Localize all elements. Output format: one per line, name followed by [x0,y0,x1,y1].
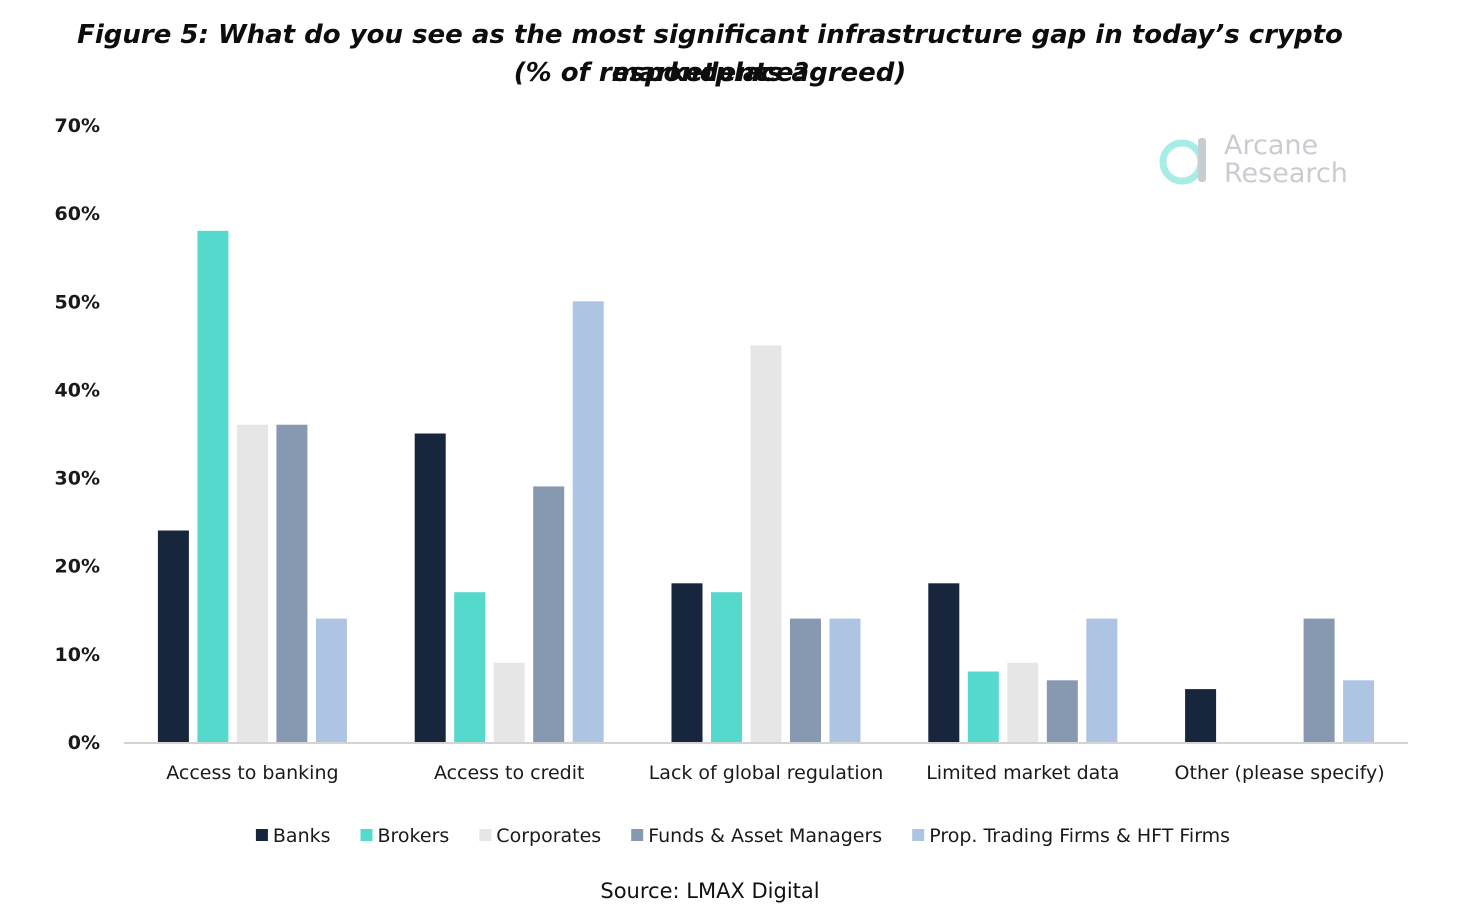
bar [236,424,268,742]
x-tick-label: Access to banking [166,762,338,784]
y-tick-label: 50% [55,291,100,313]
legend-swatch [912,829,925,841]
bar [711,592,742,742]
bar [967,671,999,742]
source-note: Source: LMAX Digital [600,879,820,903]
logo-text-line2: Research [1224,158,1348,189]
bars [157,230,1375,743]
bar [157,530,189,742]
arcane-logo-mark-icon [1159,138,1206,185]
bar [572,301,604,742]
bar [750,345,782,742]
x-tick-label: Access to credit [434,762,585,784]
legend-swatch [360,829,373,841]
bar [276,424,308,742]
y-tick-label: 10% [55,644,100,666]
y-tick-label: 0% [68,732,100,754]
chart-subtitle: (% of respondents agreed) [513,58,907,88]
y-tick-label: 60% [55,203,100,225]
bar [454,592,486,742]
bar [829,618,861,742]
legend-label: Brokers [378,825,450,847]
legend-item: Funds & Asset Managers [631,825,882,847]
y-tick-label: 30% [55,468,100,490]
bar [1007,662,1039,742]
legend: Banks Brokers Corporates Funds & Asset Mana… [255,825,1230,847]
bar [671,583,703,742]
legend-label: Corporates [496,825,601,847]
legend-label: Funds & Asset Managers [648,825,882,847]
bar [1343,680,1375,742]
x-tick-label: Lack of global regulation [649,762,884,784]
bar [414,433,446,742]
bar [197,230,229,743]
x-tick-label: Limited market data [926,762,1119,784]
bar [315,618,347,742]
legend-swatch [255,829,268,841]
legend-label: Prop. Trading Firms & HFT Firms [929,825,1230,847]
logo-wordmark: Arcane Research [1224,132,1348,188]
bar [1303,618,1335,742]
bar [493,662,525,742]
bar [1185,689,1217,742]
legend-label: Banks [273,825,331,847]
bar [1046,680,1078,742]
legend-swatch [631,829,644,841]
legend-item: Brokers [360,825,450,847]
legend-item: Corporates [479,825,601,847]
y-tick-label: 70% [55,115,100,137]
arcane-research-logo: Arcane Research [1158,130,1368,192]
legend-swatch [479,829,492,841]
bar [928,583,960,742]
y-axis-tick-labels: 0% 10% 20% 30% 40% 50% 60% 70% [55,115,100,754]
bar [790,618,821,742]
logo-text-line1: Arcane [1224,130,1319,161]
y-tick-label: 20% [55,556,100,578]
legend-item: Banks [255,825,331,847]
bar [533,486,565,742]
x-axis-tick-labels: Access to banking Access to credit Lack of… [166,762,1384,784]
legend-item: Prop. Trading Firms & HFT Firms [912,825,1230,847]
y-tick-label: 40% [55,379,100,401]
chart-title: Figure 5: What do you see as the most si… [77,20,1343,88]
bar [1086,618,1118,742]
x-tick-label: Other (please specify) [1175,762,1385,784]
